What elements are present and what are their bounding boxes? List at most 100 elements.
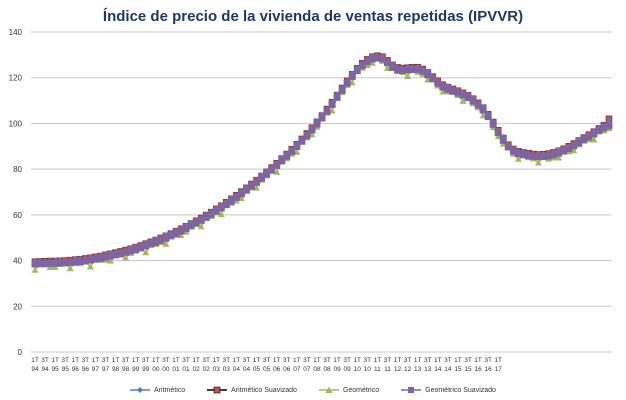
svg-text:120: 120 (9, 74, 23, 83)
svg-text:15: 15 (464, 366, 472, 373)
svg-text:13: 13 (424, 366, 432, 373)
svg-text:1T: 1T (112, 357, 120, 364)
svg-text:05: 05 (253, 366, 261, 373)
svg-text:14: 14 (434, 366, 442, 373)
svg-text:1T: 1T (172, 357, 180, 364)
svg-text:1T: 1T (31, 357, 39, 364)
svg-text:1T: 1T (434, 357, 442, 364)
svg-text:16: 16 (474, 366, 482, 373)
svg-text:1T: 1T (132, 357, 140, 364)
svg-text:3T: 3T (364, 357, 372, 364)
legend-item-aritmetico-suavizado[interactable]: Aritmético Suavizado (207, 386, 297, 394)
svg-text:3T: 3T (263, 357, 271, 364)
svg-text:16: 16 (485, 366, 493, 373)
svg-text:140: 140 (9, 28, 23, 37)
svg-text:3T: 3T (283, 357, 291, 364)
svg-text:04: 04 (233, 366, 241, 373)
svg-text:1T: 1T (293, 357, 301, 364)
svg-text:98: 98 (112, 366, 120, 373)
svg-text:03: 03 (213, 366, 221, 373)
svg-text:1T: 1T (494, 357, 502, 364)
svg-text:94: 94 (31, 366, 39, 373)
line-marker-icon (130, 387, 151, 393)
legend: Aritmético Aritmético Suavizado Geométri… (0, 386, 626, 394)
svg-text:12: 12 (404, 366, 412, 373)
svg-text:1T: 1T (192, 357, 200, 364)
svg-text:06: 06 (283, 366, 291, 373)
svg-text:1T: 1T (313, 357, 321, 364)
svg-text:3T: 3T (243, 357, 251, 364)
svg-text:3T: 3T (464, 357, 472, 364)
svg-text:10: 10 (354, 366, 362, 373)
svg-text:97: 97 (102, 366, 110, 373)
svg-text:94: 94 (41, 366, 49, 373)
svg-text:01: 01 (172, 366, 180, 373)
svg-text:1T: 1T (454, 357, 462, 364)
gridlines (31, 31, 612, 353)
svg-text:05: 05 (263, 366, 271, 373)
svg-text:98: 98 (122, 366, 130, 373)
svg-text:1T: 1T (474, 357, 482, 364)
svg-text:1T: 1T (152, 357, 160, 364)
svg-text:14: 14 (444, 366, 452, 373)
legend-label: Aritmético (154, 386, 186, 394)
svg-text:04: 04 (243, 366, 251, 373)
svg-text:09: 09 (333, 366, 341, 373)
svg-text:13: 13 (414, 366, 422, 373)
svg-text:96: 96 (82, 366, 90, 373)
svg-text:00: 00 (162, 366, 170, 373)
legend-item-geometrico[interactable]: Geométrico (318, 386, 380, 394)
svg-text:0: 0 (18, 348, 23, 357)
svg-text:08: 08 (313, 366, 321, 373)
svg-text:02: 02 (193, 366, 201, 373)
legend-label: Geométrico (342, 386, 380, 394)
legend-label: Geométrico Suavizado (425, 386, 496, 394)
svg-text:60: 60 (13, 211, 22, 220)
svg-text:1T: 1T (353, 357, 361, 364)
svg-text:06: 06 (273, 366, 281, 373)
svg-text:15: 15 (454, 366, 462, 373)
svg-text:3T: 3T (162, 357, 170, 364)
svg-text:1T: 1T (51, 357, 59, 364)
svg-text:1T: 1T (71, 357, 79, 364)
legend-item-aritmetico[interactable]: Aritmético (130, 386, 185, 394)
svg-text:3T: 3T (142, 357, 150, 364)
svg-text:3T: 3T (424, 357, 432, 364)
svg-text:99: 99 (132, 366, 140, 373)
svg-text:3T: 3T (182, 357, 190, 364)
svg-text:1T: 1T (394, 357, 402, 364)
svg-text:96: 96 (72, 366, 80, 373)
svg-text:3T: 3T (444, 357, 452, 364)
svg-text:11: 11 (384, 366, 391, 373)
svg-text:100: 100 (9, 119, 23, 128)
svg-text:1T: 1T (253, 357, 261, 364)
svg-text:1T: 1T (333, 357, 341, 364)
svg-text:1T: 1T (92, 357, 100, 364)
svg-text:07: 07 (303, 366, 311, 373)
svg-text:11: 11 (374, 366, 381, 373)
svg-text:1T: 1T (414, 357, 422, 364)
svg-text:17: 17 (495, 366, 503, 373)
svg-text:10: 10 (364, 366, 372, 373)
svg-text:99: 99 (142, 366, 150, 373)
svg-text:1T: 1T (374, 357, 382, 364)
svg-text:1T: 1T (233, 357, 241, 364)
data-series (31, 52, 613, 273)
svg-text:03: 03 (223, 366, 231, 373)
line-marker-icon (207, 386, 228, 394)
svg-text:01: 01 (182, 366, 190, 373)
svg-text:3T: 3T (41, 357, 49, 364)
svg-text:00: 00 (152, 366, 160, 373)
svg-text:3T: 3T (303, 357, 311, 364)
svg-text:3T: 3T (343, 357, 351, 364)
svg-text:3T: 3T (223, 357, 231, 364)
svg-text:3T: 3T (82, 357, 90, 364)
svg-text:08: 08 (323, 366, 331, 373)
svg-text:80: 80 (13, 165, 22, 174)
svg-text:3T: 3T (122, 357, 130, 364)
x-axis-ticks: 1T943T941T953T951T963T961T973T971T983T98… (31, 357, 502, 373)
legend-item-geometrico-suavizado[interactable]: Geométrico Suavizado (401, 386, 496, 394)
svg-text:02: 02 (203, 366, 211, 373)
svg-text:20: 20 (13, 302, 22, 311)
